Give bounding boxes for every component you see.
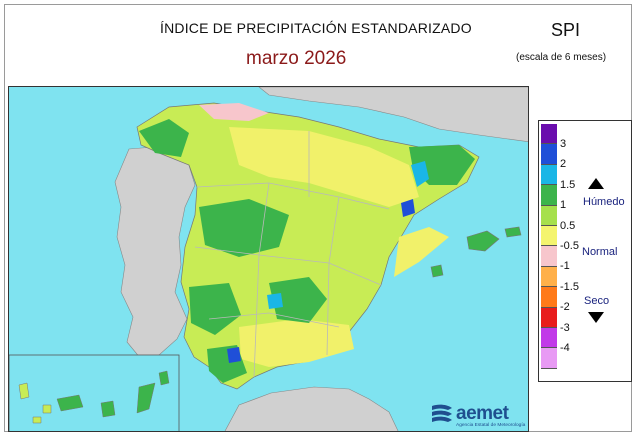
legend-color-7: [541, 266, 557, 288]
region-pink-north: [199, 103, 269, 121]
legend-tick: 1: [560, 199, 567, 212]
canary-fuerteventura: [136, 382, 156, 414]
canary-la-gomera: [42, 404, 52, 414]
dry-arrow-icon: [588, 312, 604, 323]
aemet-logo-text: aemet: [456, 403, 509, 424]
spi-map: [8, 86, 529, 432]
legend-color-11: [541, 348, 557, 369]
region-green-south: [269, 277, 327, 323]
legend-wet-label: Húmedo: [583, 196, 625, 208]
legend-normal-label: Normal: [582, 246, 618, 258]
region-yellow-east: [394, 227, 449, 277]
canary-el-hierro: [32, 416, 42, 424]
legend-tick: -2: [560, 301, 570, 314]
scale-note: (escala de 6 meses): [516, 52, 607, 63]
legend-tick: -0.5: [560, 240, 579, 252]
legend-tick: 0.5: [560, 219, 576, 232]
legend-color-4: [541, 205, 557, 226]
map-title: ÍNDICE DE PRECIPITACIÓN ESTANDARIZADO: [160, 20, 472, 36]
legend-tick: 2: [560, 158, 567, 171]
legend-tick: 1.5: [560, 178, 576, 191]
mallorca: [466, 230, 500, 252]
region-blue-east: [401, 199, 415, 217]
region-blue-ebro: [411, 161, 429, 187]
canary-gran-canaria: [100, 400, 116, 418]
region-blue-center: [267, 293, 283, 309]
africa-land: [224, 386, 399, 431]
canary-lanzarote: [158, 370, 170, 386]
legend-dry-label: Seco: [584, 295, 610, 307]
portugal-land: [114, 146, 196, 360]
ibiza: [430, 264, 444, 278]
legend-color-5: [541, 225, 557, 247]
wet-arrow-icon: [588, 178, 604, 189]
legend-tick: -1.5: [560, 280, 579, 293]
region-blue-south: [227, 347, 241, 363]
aemet-logo-icon: [432, 404, 452, 422]
region-yellow-north: [229, 127, 419, 207]
canary-tenerife: [56, 394, 84, 412]
france-land: [258, 87, 528, 143]
canary-la-palma: [18, 382, 30, 400]
region-green-northwest: [139, 119, 189, 157]
legend-color-bar: [541, 124, 557, 369]
legend-color-10: [541, 327, 557, 349]
aemet-logo: aemet Agencia Estatal de Meteorología: [430, 402, 526, 430]
spi-legend: 3 2 1.5 1 0.5 -0.5 -1 -1.5 -2 -3 -4: [538, 120, 632, 382]
legend-tick: -1: [560, 260, 570, 273]
legend-color-0: [541, 124, 557, 145]
region-green-west: [189, 283, 241, 335]
legend-color-2: [541, 164, 557, 186]
legend-tick: -3: [560, 321, 570, 334]
region-green-center: [199, 199, 289, 257]
map-period: marzo 2026: [246, 48, 347, 69]
legend-color-8: [541, 287, 557, 308]
legend-tick: -4: [560, 342, 570, 354]
region-boundaries: [194, 131, 390, 378]
legend-tick: 3: [560, 138, 567, 150]
legend-color-1: [541, 144, 557, 165]
index-name: SPI: [551, 20, 581, 40]
menorca: [504, 226, 522, 238]
legend-color-9: [541, 307, 557, 328]
legend-color-3: [541, 185, 557, 206]
legend-color-6: [541, 246, 557, 267]
region-yellow-south: [239, 319, 354, 367]
aemet-logo-subtitle: Agencia Estatal de Meteorología: [456, 423, 526, 428]
